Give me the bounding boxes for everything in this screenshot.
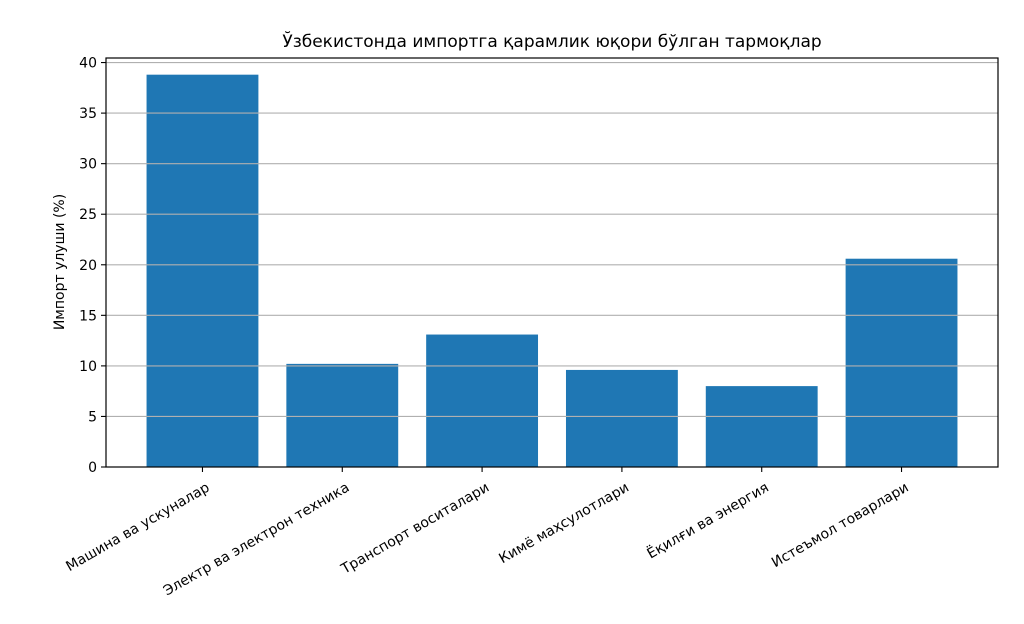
bar xyxy=(705,386,818,467)
bar xyxy=(146,74,259,468)
y-tick-label: 0 xyxy=(88,460,97,476)
y-tick-label: 25 xyxy=(79,207,97,223)
y-tick-label: 5 xyxy=(88,409,97,425)
y-tick-label: 30 xyxy=(79,157,97,173)
chart-title: Ўзбекистонда импортга қарамлик юқори бўл… xyxy=(282,30,821,52)
y-tick-label: 20 xyxy=(79,258,97,274)
x-tick-label: Машина ва ускуналар xyxy=(63,480,212,575)
y-tick-label: 15 xyxy=(79,308,97,324)
bars-layer xyxy=(146,74,958,468)
ticks-layer xyxy=(101,61,903,472)
plot-border-rect xyxy=(105,57,999,468)
grid-layer xyxy=(106,61,998,468)
x-tick-label: Кимё маҳсулотлари xyxy=(496,480,632,567)
y-tick-label: 35 xyxy=(79,106,97,122)
plot-border xyxy=(105,57,999,468)
x-tick-label: Транспорт воситалари xyxy=(338,480,492,578)
bar xyxy=(565,369,678,467)
bar xyxy=(426,334,539,467)
y-tick-label: 40 xyxy=(79,56,97,72)
x-tick-label: Ёқилғи ва энергия xyxy=(644,478,772,562)
bar xyxy=(845,258,958,467)
x-tick-label: Истеъмол товарлари xyxy=(769,480,912,572)
y-tick-label: 10 xyxy=(79,359,97,375)
bar xyxy=(286,363,399,467)
y-axis-label: Импорт улуши (%) xyxy=(52,194,68,330)
